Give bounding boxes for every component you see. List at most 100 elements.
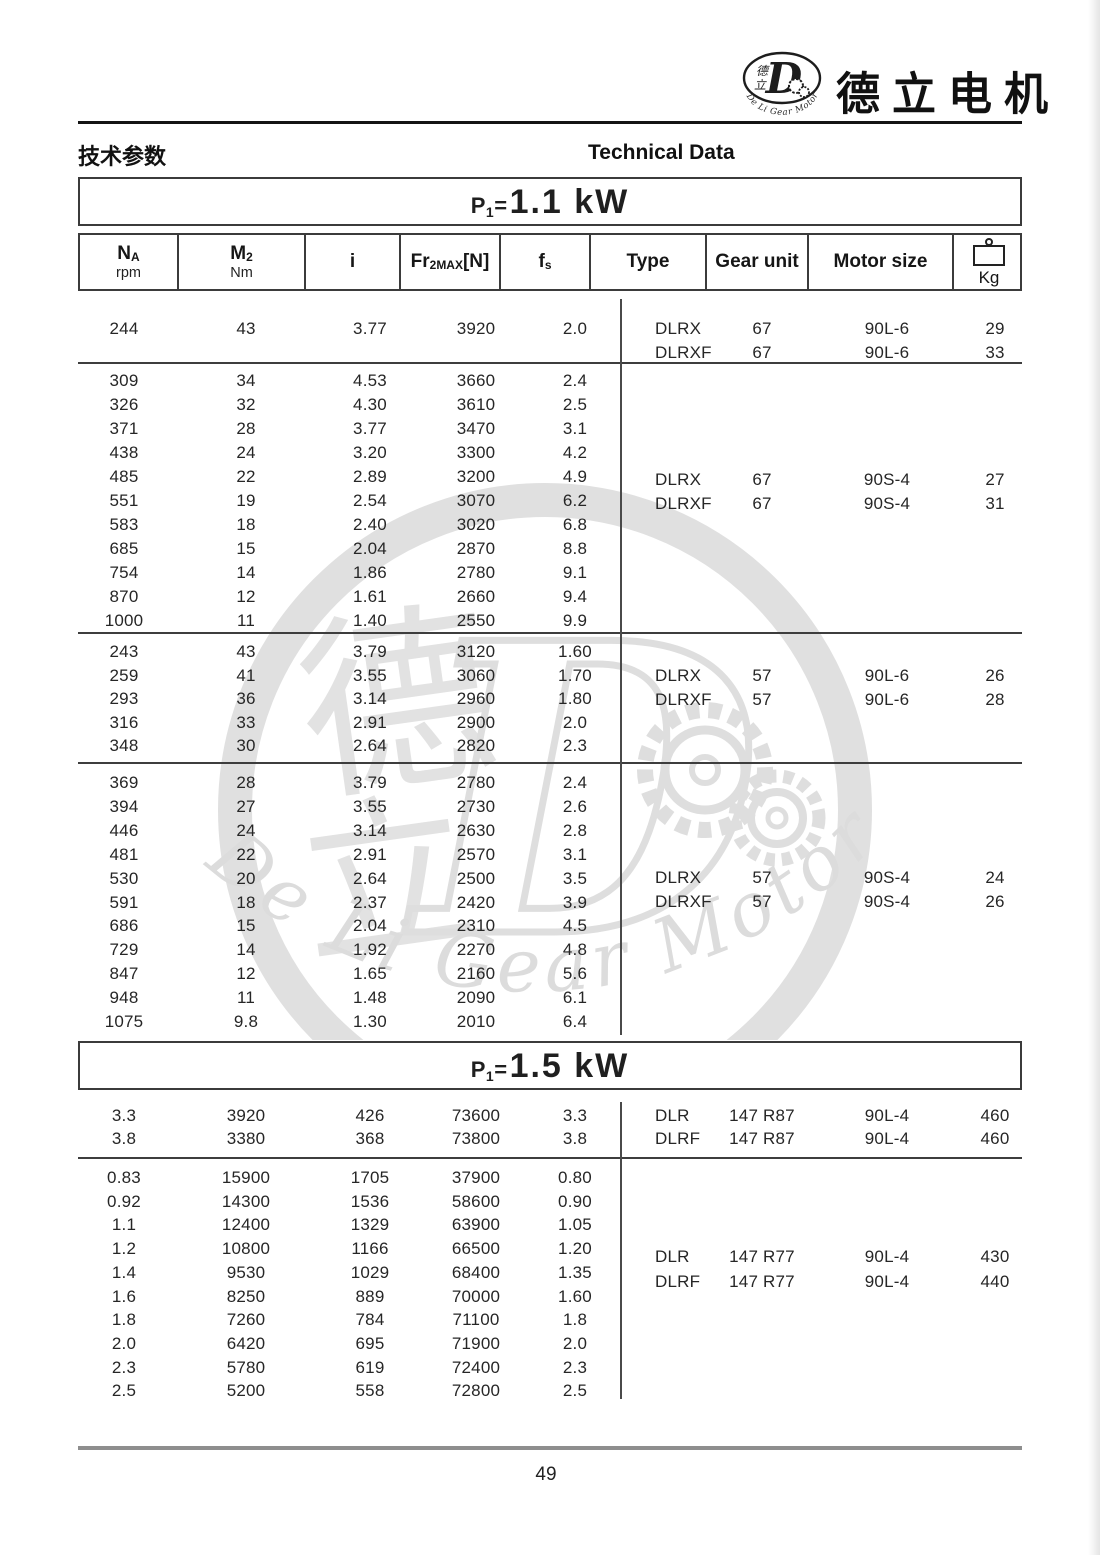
fr2max-value: 2160: [456, 964, 496, 984]
variant-row: DLRX 67 90L-6 29: [78, 317, 1022, 341]
fs-value: 3.8: [562, 1129, 588, 1148]
na-value: 438: [109, 443, 139, 462]
type-value: DLRXF: [655, 343, 712, 362]
i-value: 4.53: [353, 371, 387, 390]
power-section-title-1: P1= 1.1 kW: [78, 177, 1022, 226]
na-value: 1.2: [111, 1239, 137, 1259]
fs-value: 2.0: [562, 1333, 588, 1353]
type-value: DLRF: [655, 1129, 701, 1148]
fr2max-value: 72400: [451, 1357, 501, 1377]
fs-value: 2.8: [562, 820, 588, 840]
fr2max-value: 71900: [451, 1333, 501, 1353]
na-value: 686: [109, 916, 139, 936]
data-row: 485 22 2.89 3200 4.9: [78, 465, 1022, 489]
m2-value: 3920: [226, 1106, 266, 1125]
page-number: 49: [535, 1464, 557, 1485]
type-value: DLRXF: [655, 494, 712, 513]
weight-value: 33: [985, 343, 1005, 362]
fs-value: 4.9: [562, 467, 588, 486]
data-row: 2.0 6420 695 71900 2.0: [78, 1332, 1022, 1356]
fr2max-value: 66500: [451, 1239, 501, 1259]
weight-value: 460: [980, 1129, 1010, 1148]
fs-value: 0.80: [558, 1168, 592, 1187]
i-value: 2.64: [353, 736, 387, 755]
fs-value: 0.90: [558, 1191, 592, 1211]
data-row: 948 11 1.48 2090 6.1: [78, 986, 1022, 1010]
data-row: 309 34 4.53 3660 2.4: [78, 369, 1022, 393]
variant-row: DLRF 147 R87 90L-4 460: [78, 1127, 1022, 1150]
fs-value: 6.4: [562, 1012, 588, 1031]
type-value: DLRF: [655, 1272, 701, 1291]
motor-size-value: 90L-4: [864, 1247, 910, 1266]
column-header-motor-size: Motor size: [807, 235, 952, 289]
power-prefix: P1=: [470, 193, 508, 221]
m2-value: 5200: [226, 1381, 266, 1401]
na-value: 3.8: [111, 1129, 137, 1148]
m2-value: 14: [236, 940, 256, 960]
fs-value: 9.4: [562, 587, 588, 606]
motor-size-value: 90L-4: [864, 1106, 910, 1125]
fs-value: 6.1: [562, 988, 588, 1008]
data-row: 847 12 1.65 2160 5.6: [78, 962, 1022, 986]
na-value: 1.6: [111, 1286, 137, 1306]
na-value: 591: [109, 892, 139, 912]
weight-icon: [973, 245, 1005, 267]
fr2max-value: 72800: [451, 1381, 501, 1401]
i-value: 2.89: [353, 467, 387, 486]
m2-value: 12: [236, 964, 256, 984]
i-value: 3.79: [353, 773, 387, 792]
motor-size-value: 90L-6: [864, 690, 910, 709]
group-separator: [78, 1157, 1022, 1159]
fs-value: 2.0: [562, 712, 588, 732]
m2-value: 15: [236, 539, 256, 558]
data-row: 0.83 15900 1705 37900 0.80: [78, 1166, 1022, 1190]
gear-unit-value: 147 R77: [729, 1247, 795, 1266]
m2-value: 11: [236, 611, 256, 630]
na-value: 326: [109, 395, 139, 414]
i-value: 1705: [350, 1168, 390, 1187]
na-value: 316: [109, 712, 139, 732]
data-row: 0.92 14300 1536 58600 0.90: [78, 1190, 1022, 1214]
na-value: 259: [109, 665, 139, 685]
data-row: 369 28 3.79 2780 2.4: [78, 771, 1022, 795]
data-row: 1000 11 1.40 2550 9.9: [78, 609, 1022, 633]
na-value: 394: [109, 796, 139, 816]
m2-value: 27: [236, 796, 256, 816]
i-value: 1.30: [353, 1012, 387, 1031]
column-divider: [620, 1102, 622, 1399]
fs-value: 2.4: [562, 773, 588, 792]
m2-value: 15900: [221, 1168, 271, 1187]
fr2max-value: 70000: [451, 1286, 501, 1306]
variant-row: DLRF 147 R77 90L-4 440: [78, 1270, 1022, 1294]
i-value: 619: [355, 1357, 385, 1377]
motor-size-value: 90S-4: [863, 892, 911, 911]
m2-value: 8250: [226, 1286, 266, 1306]
data-row: 870 12 1.61 2660 9.4: [78, 585, 1022, 609]
fs-value: 2.6: [562, 796, 588, 816]
fr2max-value: 3470: [456, 419, 496, 438]
data-row: 1.4 9530 1029 68400 1.35: [78, 1261, 1022, 1285]
i-value: 784: [355, 1310, 385, 1330]
m2-value: 18: [236, 515, 256, 534]
data-row: 754 14 1.86 2780 9.1: [78, 561, 1022, 585]
na-value: 1.4: [111, 1262, 137, 1282]
fr2max-value: 2900: [456, 712, 496, 732]
fs-value: 1.35: [558, 1262, 592, 1282]
gear-unit-value: 67: [752, 343, 772, 362]
motor-size-value: 90L-4: [864, 1129, 910, 1148]
data-row: 243 43 3.79 3120 1.60: [78, 640, 1022, 664]
variant-row: DLRXF 57 90S-4 26: [78, 890, 1022, 914]
fr2max-value: 37900: [451, 1168, 501, 1187]
data-row: 1.1 12400 1329 63900 1.05: [78, 1213, 1022, 1237]
fs-value: 1.60: [558, 1286, 592, 1306]
fr2max-value: 2010: [456, 1012, 496, 1031]
m2-value: 24: [236, 443, 256, 462]
group-separator: [78, 762, 1022, 764]
na-value: 948: [109, 988, 139, 1008]
data-row: 1.8 7260 784 71100 1.8: [78, 1308, 1022, 1332]
variant-row: DLRXF 67 90S-4 31: [78, 492, 1022, 516]
m2-value: 22: [236, 467, 256, 486]
motor-size-value: 90L-6: [864, 319, 910, 338]
na-value: 0.83: [107, 1168, 141, 1187]
